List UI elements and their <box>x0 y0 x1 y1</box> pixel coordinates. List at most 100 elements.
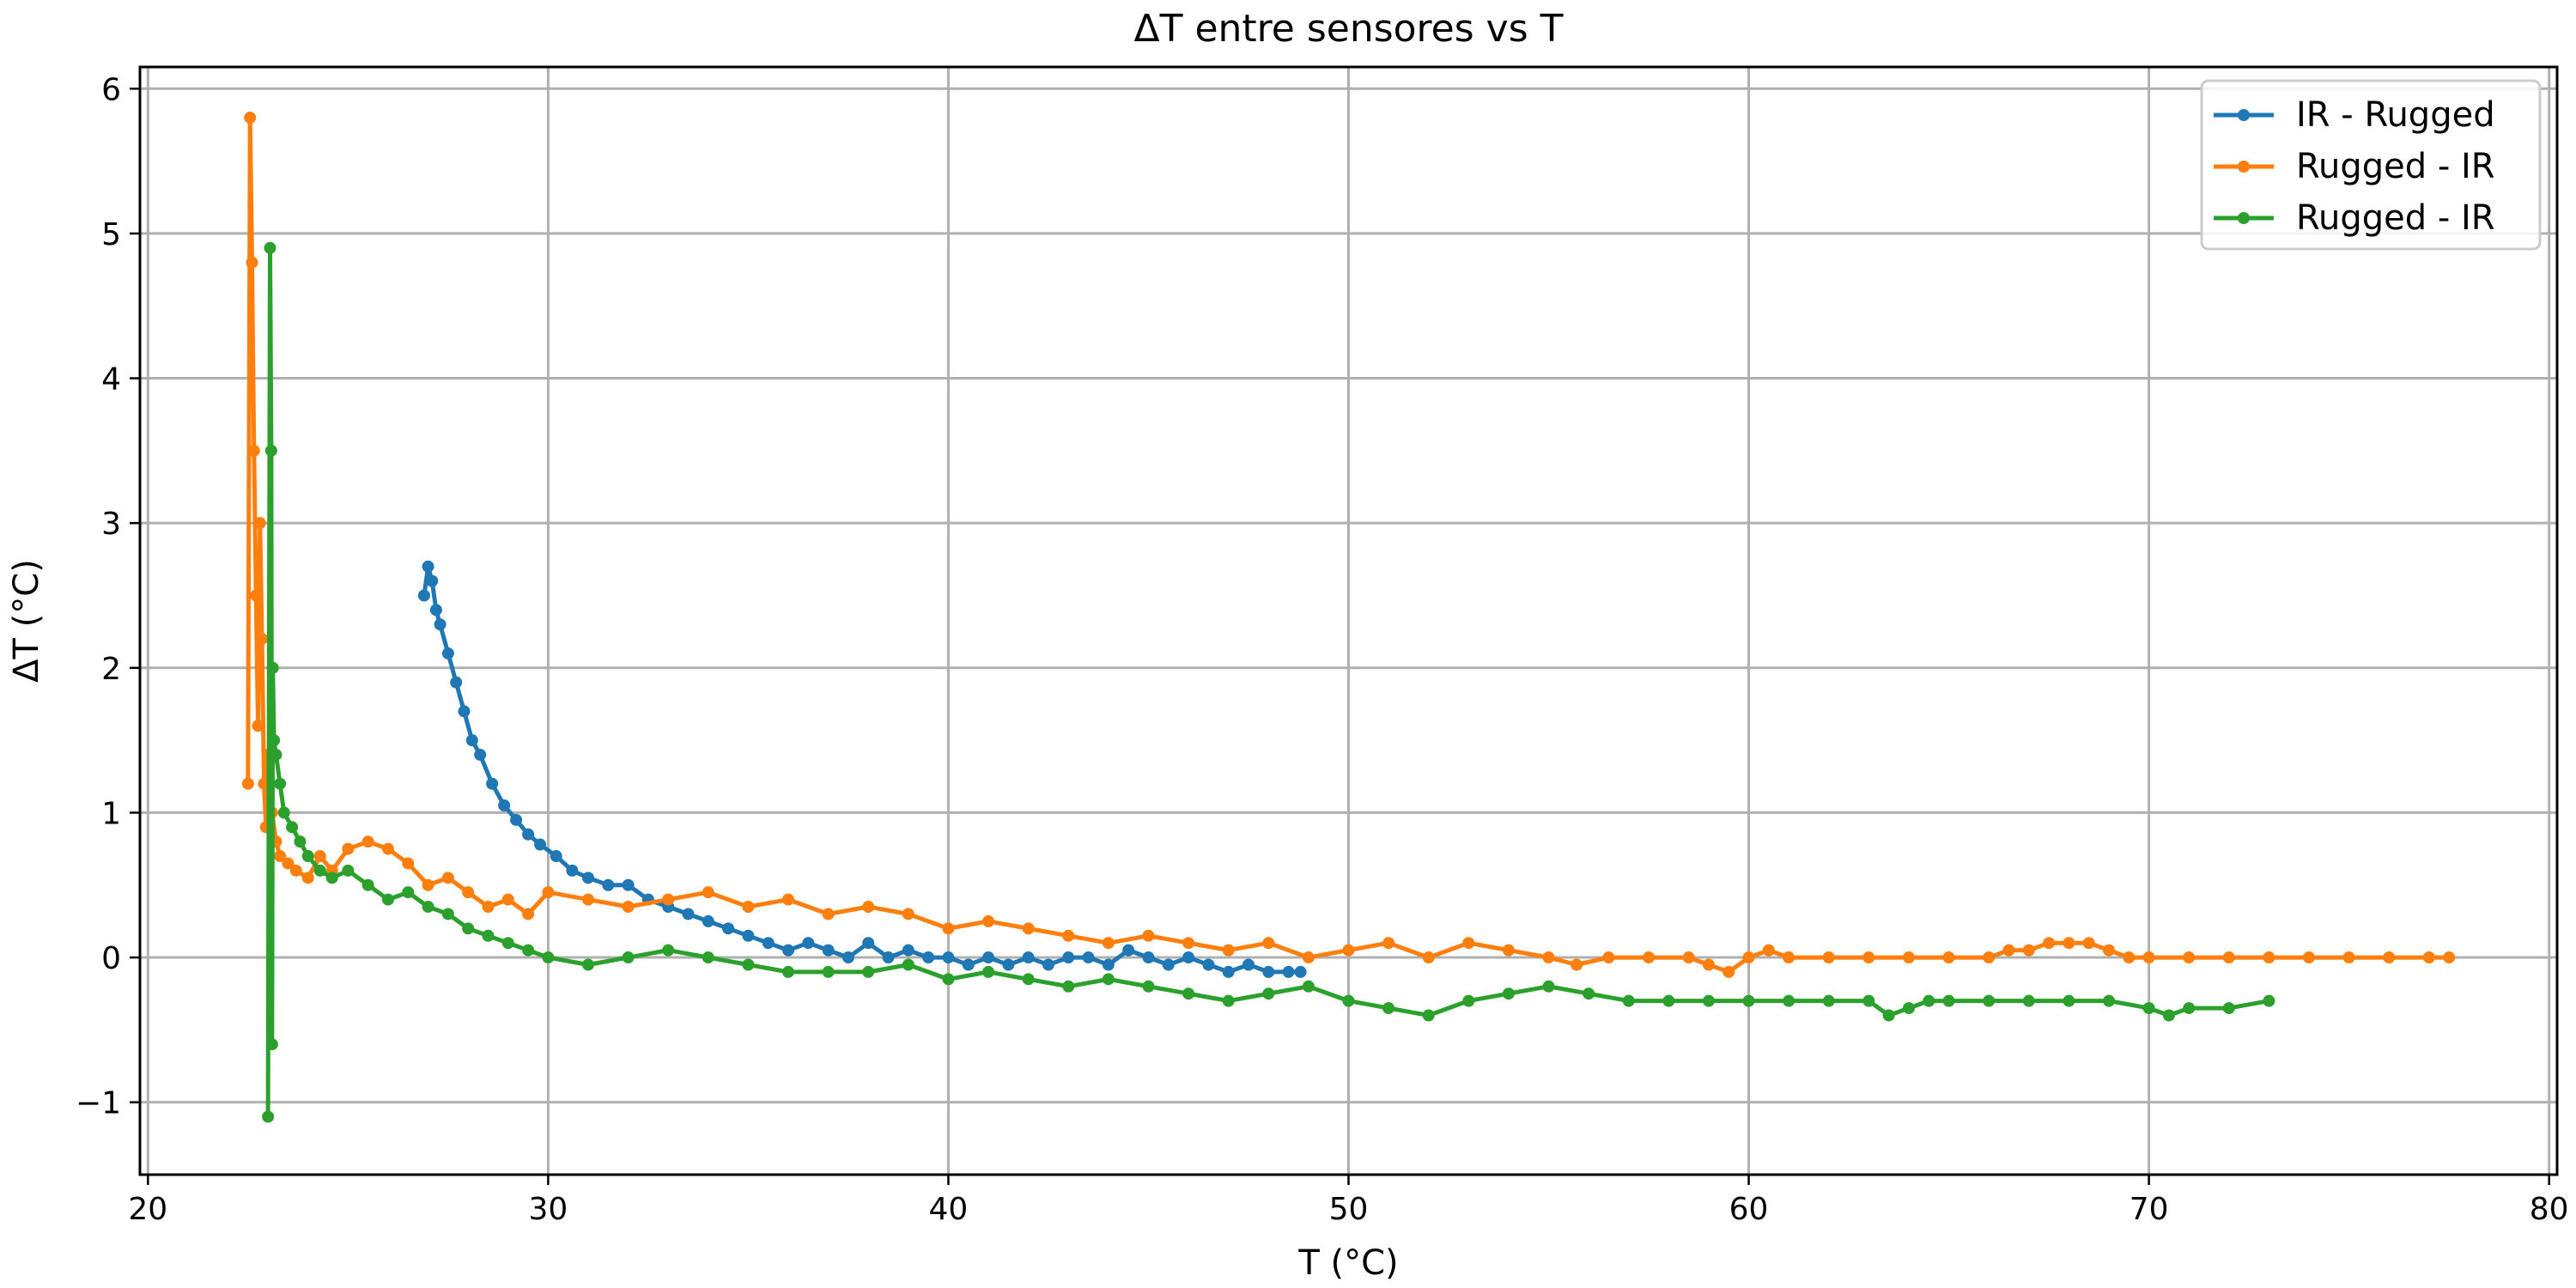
data-point <box>1542 951 1555 964</box>
data-point <box>422 878 434 891</box>
data-point <box>1682 951 1695 964</box>
data-point <box>762 937 775 950</box>
x-tick-label: 70 <box>2129 1192 2169 1227</box>
data-point <box>1022 951 1035 964</box>
data-point <box>301 850 314 863</box>
data-point <box>2022 994 2035 1007</box>
data-point <box>1822 994 1835 1007</box>
data-point <box>1923 994 1935 1007</box>
data-point <box>2263 994 2275 1007</box>
data-point <box>434 618 447 631</box>
data-point <box>581 893 594 906</box>
data-point <box>1822 951 1835 964</box>
data-point <box>1722 965 1735 978</box>
data-point <box>482 929 495 942</box>
data-point <box>566 864 579 877</box>
data-point <box>1702 994 1715 1007</box>
data-point <box>1462 994 1475 1007</box>
y-tick-label: 4 <box>101 362 121 398</box>
data-point <box>922 951 935 964</box>
data-point <box>301 872 314 884</box>
data-point <box>782 944 795 957</box>
data-point <box>1302 951 1315 964</box>
data-point <box>2183 1002 2196 1015</box>
data-point <box>2043 937 2056 950</box>
data-point <box>2162 1009 2175 1022</box>
data-point <box>902 958 914 971</box>
data-point <box>1262 987 1275 1000</box>
data-point <box>662 944 675 957</box>
data-point <box>550 850 562 863</box>
data-point <box>982 914 995 927</box>
data-point <box>702 914 714 927</box>
data-point <box>862 901 875 914</box>
data-point <box>1783 951 1795 964</box>
data-point <box>1102 958 1115 971</box>
legend-entry-label: Rugged - IR <box>2296 198 2495 238</box>
data-point <box>289 864 302 877</box>
data-point <box>2263 951 2275 964</box>
data-point <box>822 965 835 978</box>
data-point <box>1262 937 1275 950</box>
data-point <box>982 951 995 964</box>
data-point <box>902 944 914 957</box>
data-point <box>422 901 434 914</box>
data-point <box>501 937 514 950</box>
data-point <box>266 661 279 674</box>
data-point <box>1702 958 1715 971</box>
data-point <box>1102 973 1115 986</box>
data-point <box>1022 922 1035 935</box>
data-point <box>441 908 454 920</box>
legend-box <box>2200 79 2542 251</box>
data-point <box>264 444 277 457</box>
data-point <box>742 958 755 971</box>
data-point <box>542 886 555 899</box>
data-point <box>542 951 555 964</box>
data-point <box>1502 944 1515 957</box>
legend-marker <box>2238 109 2250 121</box>
data-point <box>510 813 523 826</box>
data-point <box>1342 994 1355 1007</box>
data-point <box>252 720 264 732</box>
data-point <box>962 958 975 971</box>
data-point <box>682 908 695 920</box>
data-point <box>1662 994 1675 1007</box>
data-point <box>429 604 442 617</box>
data-point <box>622 878 635 891</box>
data-point <box>902 908 914 920</box>
data-point <box>1182 987 1195 1000</box>
data-point <box>782 893 795 906</box>
data-point <box>2063 994 2075 1007</box>
data-point <box>1902 951 1915 964</box>
data-point <box>2002 944 2015 957</box>
x-tick-label: 50 <box>1329 1192 1369 1227</box>
data-point <box>1242 958 1255 971</box>
y-tick-label: −1 <box>76 1086 121 1121</box>
data-point <box>2183 951 2196 964</box>
y-tick-label: 3 <box>101 507 121 542</box>
data-point <box>2082 937 2095 950</box>
data-point <box>2142 951 2155 964</box>
data-point <box>2103 944 2116 957</box>
data-point <box>702 951 714 964</box>
data-point <box>1222 944 1235 957</box>
series-line <box>422 564 1301 975</box>
data-point <box>361 835 374 848</box>
data-point <box>2103 994 2116 1007</box>
series-3 <box>262 241 2275 1123</box>
data-point <box>1622 994 1635 1007</box>
data-point <box>462 886 475 899</box>
x-tick-label: 30 <box>528 1192 568 1227</box>
data-point <box>1983 994 1996 1007</box>
data-point <box>522 828 535 841</box>
data-point <box>265 1038 278 1051</box>
data-point <box>498 799 511 811</box>
data-point <box>702 886 714 899</box>
data-point <box>882 951 895 964</box>
data-point <box>274 777 287 790</box>
data-point <box>581 872 594 884</box>
x-tick-label: 40 <box>929 1192 969 1227</box>
data-point <box>1902 1002 1915 1015</box>
x-tick-label: 20 <box>128 1192 167 1227</box>
data-point <box>486 777 499 790</box>
